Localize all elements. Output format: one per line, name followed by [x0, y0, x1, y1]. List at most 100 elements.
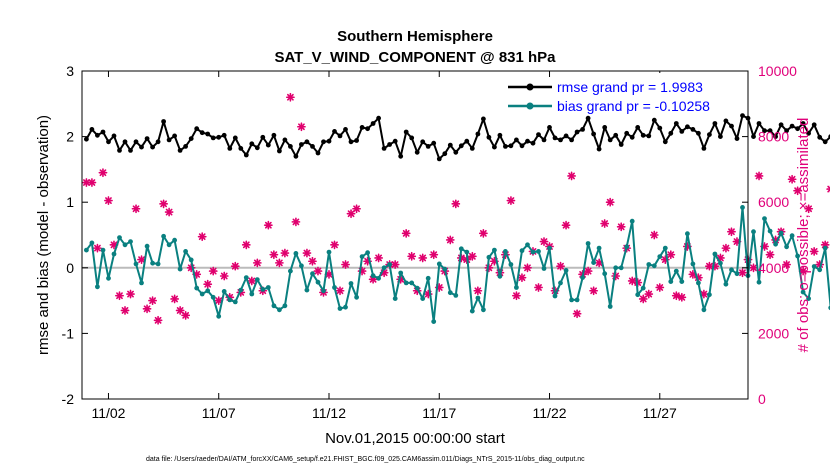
rmse-point	[574, 129, 580, 135]
bias-point	[486, 254, 492, 260]
obs-point	[308, 256, 317, 266]
bias-point	[310, 271, 315, 277]
obs-point	[523, 263, 532, 273]
bias-point	[106, 275, 111, 281]
obs-point	[87, 178, 97, 187]
rmse-point	[541, 137, 547, 143]
rmse-point	[646, 133, 652, 139]
rmse-point	[436, 156, 442, 162]
rmse-point	[662, 139, 668, 145]
bias-point	[602, 271, 608, 277]
bias-point	[525, 242, 530, 248]
rmse-point	[376, 115, 381, 121]
y-axis-label: rmse and bias (model - observation)	[35, 115, 52, 355]
rmse-point	[734, 136, 740, 142]
rmse-point	[288, 144, 293, 149]
rmse-point	[381, 146, 387, 151]
rmse-point	[492, 144, 497, 150]
rmse-point	[304, 139, 310, 145]
rmse-point	[481, 116, 486, 122]
bias-point	[591, 260, 596, 265]
rmse-point	[265, 142, 271, 148]
bias-point	[690, 261, 696, 267]
rmse-point	[640, 132, 646, 138]
rmse-point	[536, 132, 541, 138]
obs-point	[390, 260, 400, 269]
obs-point	[263, 220, 273, 230]
obs-point	[473, 286, 483, 296]
obs-point	[754, 171, 764, 181]
rmse-point	[293, 153, 299, 159]
bias-point	[822, 245, 828, 251]
bias-point	[607, 304, 613, 309]
bias-point	[514, 285, 519, 290]
rmse-point	[321, 139, 326, 145]
chart-subtitle: SAT_V_WIND_COMPONENT @ 831 hPa	[274, 49, 556, 66]
obs-point	[644, 289, 654, 299]
obs-point	[286, 92, 295, 102]
bias-point	[662, 245, 668, 251]
rmse-point	[469, 146, 475, 151]
obs-point	[600, 219, 610, 228]
rmse-point	[403, 129, 409, 135]
obs-point	[804, 204, 814, 214]
rmse-point	[271, 132, 277, 138]
bias-point	[414, 285, 420, 291]
bias-point	[629, 218, 635, 224]
rmse-point	[447, 142, 453, 148]
rmse-point	[762, 128, 767, 134]
bias-point	[111, 251, 117, 257]
plot-area	[82, 92, 830, 325]
obs-point	[219, 271, 229, 281]
bias-point	[817, 267, 823, 273]
rmse-point	[806, 130, 811, 136]
bias-point	[651, 263, 657, 269]
obs-point	[252, 258, 262, 268]
obs-point	[98, 168, 108, 178]
legend-rmse-label: rmse grand pr = 1.9983	[557, 79, 703, 95]
legend-bias-marker	[526, 102, 534, 110]
bias-point	[756, 279, 762, 285]
bias-point	[425, 275, 431, 281]
x-tick-label: 11/07	[202, 405, 236, 421]
rmse-point	[596, 146, 602, 152]
obs-point	[274, 258, 284, 268]
bias-line	[85, 206, 830, 323]
bias-point	[492, 247, 497, 253]
bias-point	[299, 263, 304, 269]
bias-point	[332, 285, 337, 290]
rmse-point	[811, 122, 817, 128]
rmse-point	[635, 125, 641, 130]
y-tick-label: 3	[66, 63, 74, 79]
rmse-point	[453, 149, 459, 155]
x-tick-label: 11/02	[91, 405, 125, 421]
bias-point	[795, 253, 800, 259]
obs-point	[115, 291, 124, 301]
bias-point	[128, 239, 133, 245]
rmse-point	[530, 140, 536, 146]
y-axis-right-label: # of obs: o=possible; ×=assimilated	[795, 118, 812, 353]
bias-point	[751, 229, 756, 235]
rmse-point	[668, 130, 674, 136]
bias-point	[563, 268, 569, 273]
bias-point	[729, 267, 734, 273]
bias-point	[210, 294, 216, 300]
rmse-point	[188, 136, 194, 142]
obs-point	[153, 315, 163, 325]
obs-point	[335, 286, 345, 296]
rmse-point	[618, 142, 624, 147]
bias-point	[277, 307, 282, 313]
rmse-point	[751, 134, 756, 140]
rmse-point	[354, 138, 359, 143]
rmse-point	[166, 137, 172, 143]
obs-point	[120, 306, 130, 315]
bias-point	[381, 265, 387, 271]
bias-point	[359, 254, 365, 259]
rmse-point	[194, 126, 200, 132]
y-tick-label: 0	[66, 260, 74, 276]
bias-point	[640, 285, 646, 291]
obs-point	[341, 260, 350, 269]
obs-point	[721, 243, 731, 253]
rmse-point	[332, 129, 337, 134]
